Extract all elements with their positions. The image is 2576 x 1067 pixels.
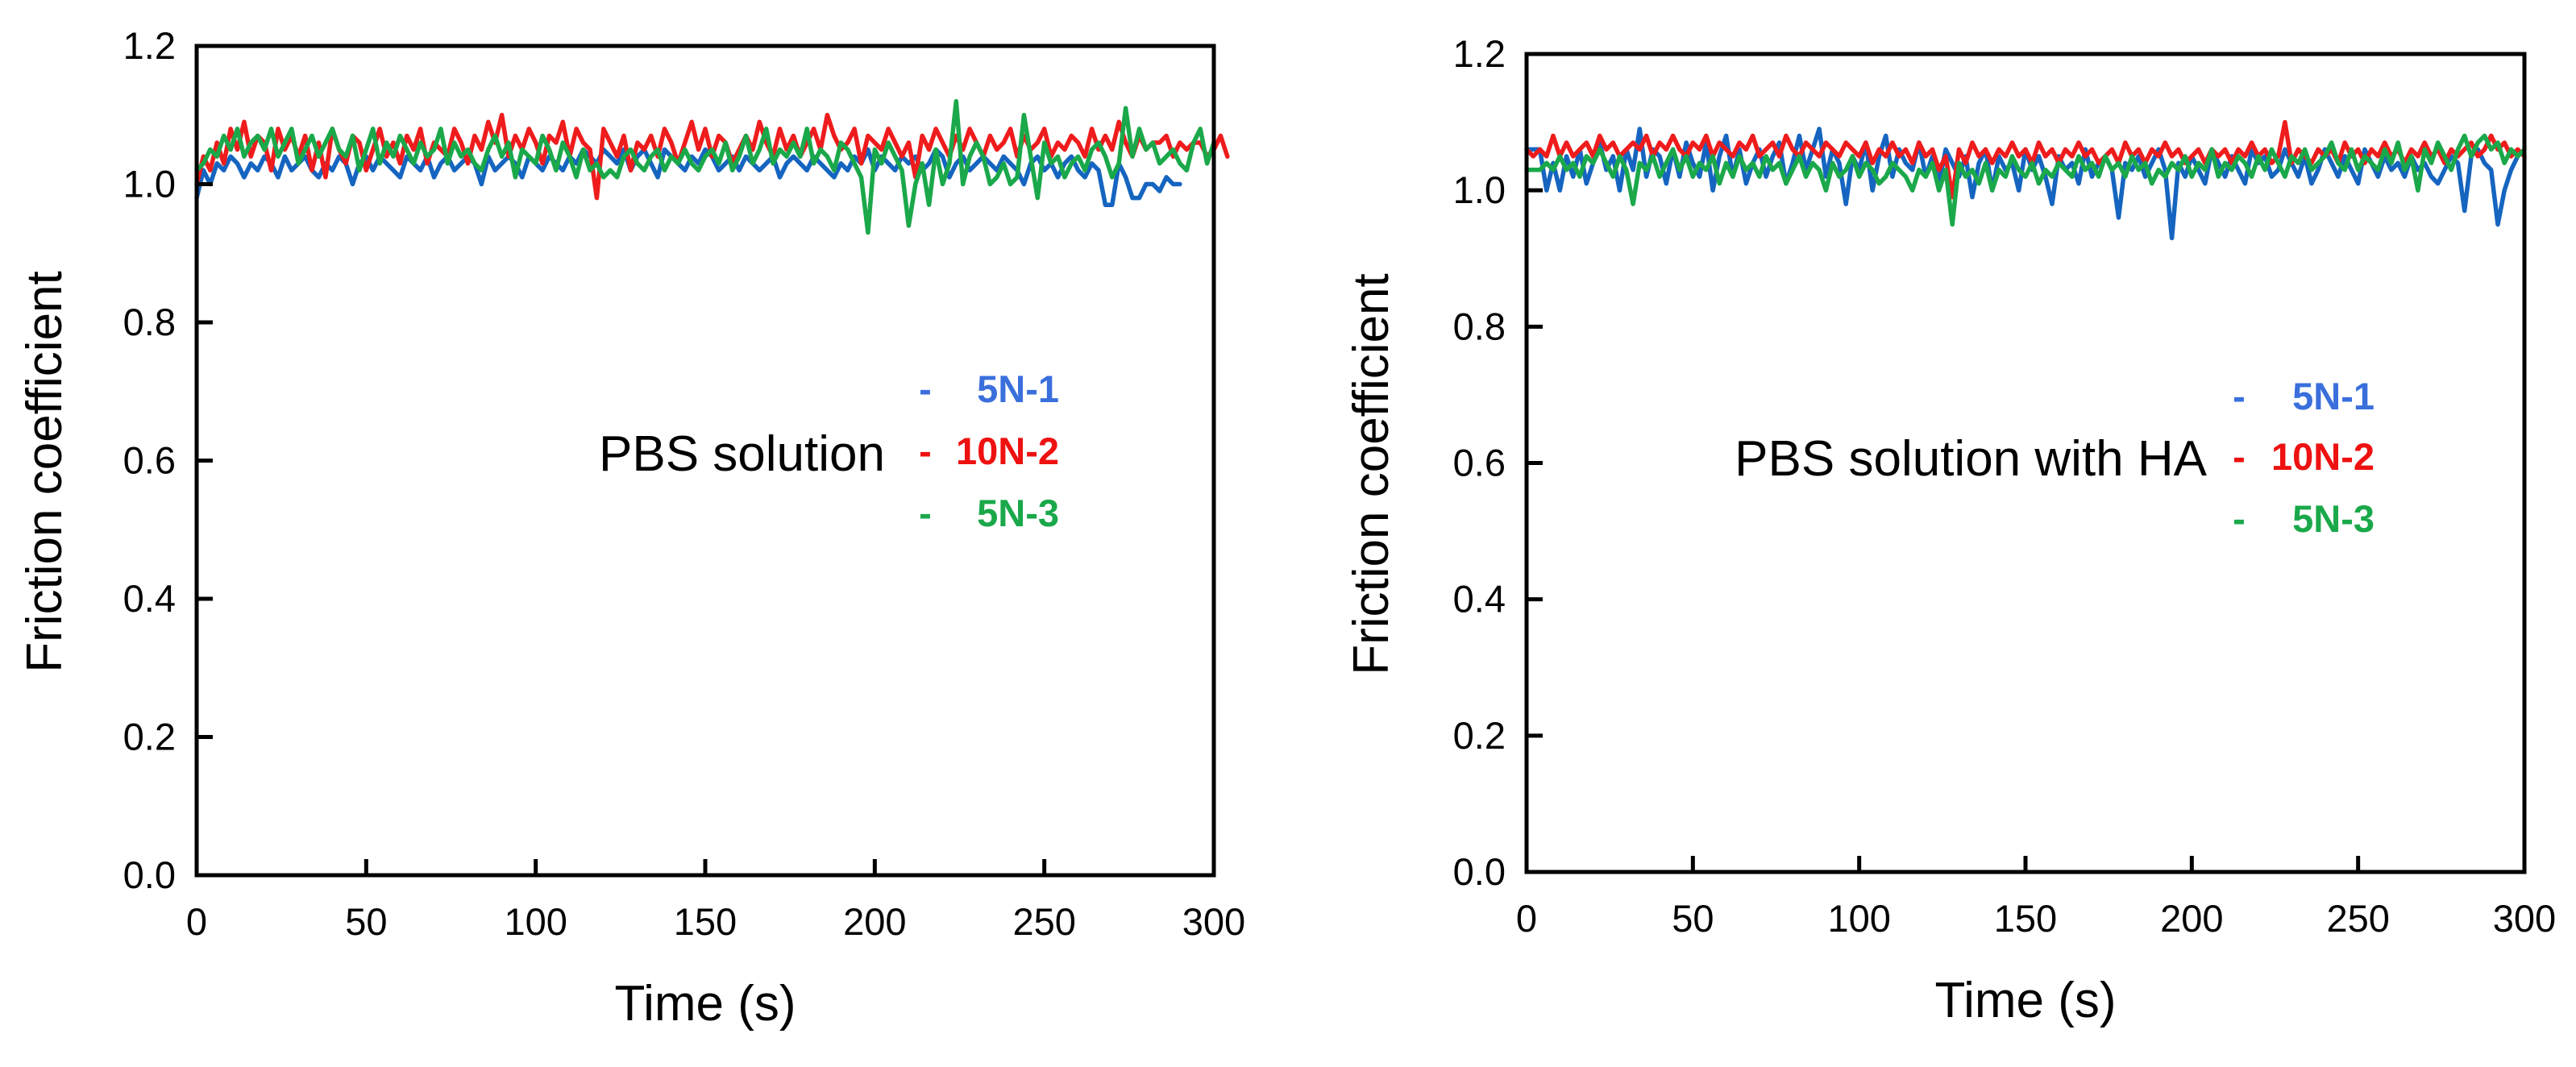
series-line-5n-3: [194, 98, 1216, 235]
legend-dash: -: [919, 430, 932, 472]
x-axis-title: Time (s): [1935, 973, 2117, 1028]
x-tick-label: 300: [1182, 900, 1245, 943]
y-tick-label: 0.4: [1453, 578, 1506, 621]
x-tick-label: 50: [1672, 897, 1714, 940]
legend-label-5n-1: 5N-1: [977, 367, 1059, 410]
x-tick-label: 200: [843, 900, 906, 943]
x-tick-label: 150: [674, 900, 737, 943]
y-tick-label: 1.0: [1453, 168, 1506, 211]
x-tick-label: 300: [2493, 897, 2556, 940]
y-tick-label: 1.2: [1453, 32, 1506, 75]
series-line-5n-3: [1524, 133, 2527, 227]
x-tick-label: 0: [186, 900, 207, 943]
legend-dash: -: [2233, 435, 2246, 478]
condition-annotation: PBS solution: [599, 426, 885, 482]
condition-annotation: PBS solution with HA: [1735, 431, 2207, 487]
y-axis-title: Friction coefficient: [17, 271, 73, 673]
legend-dash: -: [2233, 497, 2246, 540]
series-line-10n-2: [1524, 119, 2527, 200]
chart-pbs-solution-with-ha: 0 50 100 150 200 250 300 0.0 0.2 0.4 0.6 0.8 1.0 1.2 T…: [1344, 32, 2556, 1028]
y-tick-label: 0.2: [1453, 714, 1506, 757]
x-tick-label: 100: [1827, 897, 1890, 940]
x-tick-label: 0: [1516, 897, 1537, 940]
legend-label-5n-1: 5N-1: [2292, 375, 2374, 417]
legend-label-5n-3: 5N-3: [2292, 497, 2374, 540]
series-line-10n-2: [194, 112, 1230, 201]
chart-pbs-solution: 0 50 100 150 200 250 300 0.0 0.2 0.4 0.6 0.8 1.0 1.2 T…: [17, 24, 1245, 1032]
x-tick-label: 100: [504, 900, 567, 943]
y-tick-label: 1.0: [123, 163, 176, 206]
y-tick-label: 0.0: [1453, 850, 1506, 893]
y-tick-label: 1.2: [123, 24, 176, 67]
legend-label-10n-2: 10N-2: [2271, 435, 2374, 478]
legend-dash: -: [919, 492, 932, 534]
x-tick-label: 250: [1012, 900, 1075, 943]
legend-dash: -: [2233, 375, 2246, 417]
x-tick-label: 200: [2160, 897, 2223, 940]
x-axis-title: Time (s): [615, 976, 796, 1032]
x-tick-label: 150: [1994, 897, 2057, 940]
series-line-5n-1: [1524, 127, 2520, 241]
y-axis-title: Friction coefficient: [1344, 273, 1399, 675]
y-tick-label: 0.0: [123, 853, 176, 896]
legend-label-5n-3: 5N-3: [977, 492, 1059, 534]
y-tick-label: 0.2: [123, 716, 176, 758]
y-tick-label: 0.8: [1453, 305, 1506, 347]
legend-label-10n-2: 10N-2: [956, 430, 1059, 472]
y-tick-label: 0.4: [123, 577, 176, 620]
y-tick-label: 0.6: [123, 439, 176, 482]
x-tick-label: 50: [345, 900, 387, 943]
x-tick-label: 250: [2326, 897, 2389, 940]
legend-dash: -: [919, 367, 932, 410]
y-tick-label: 0.8: [123, 301, 176, 343]
y-tick-label: 0.6: [1453, 442, 1506, 484]
